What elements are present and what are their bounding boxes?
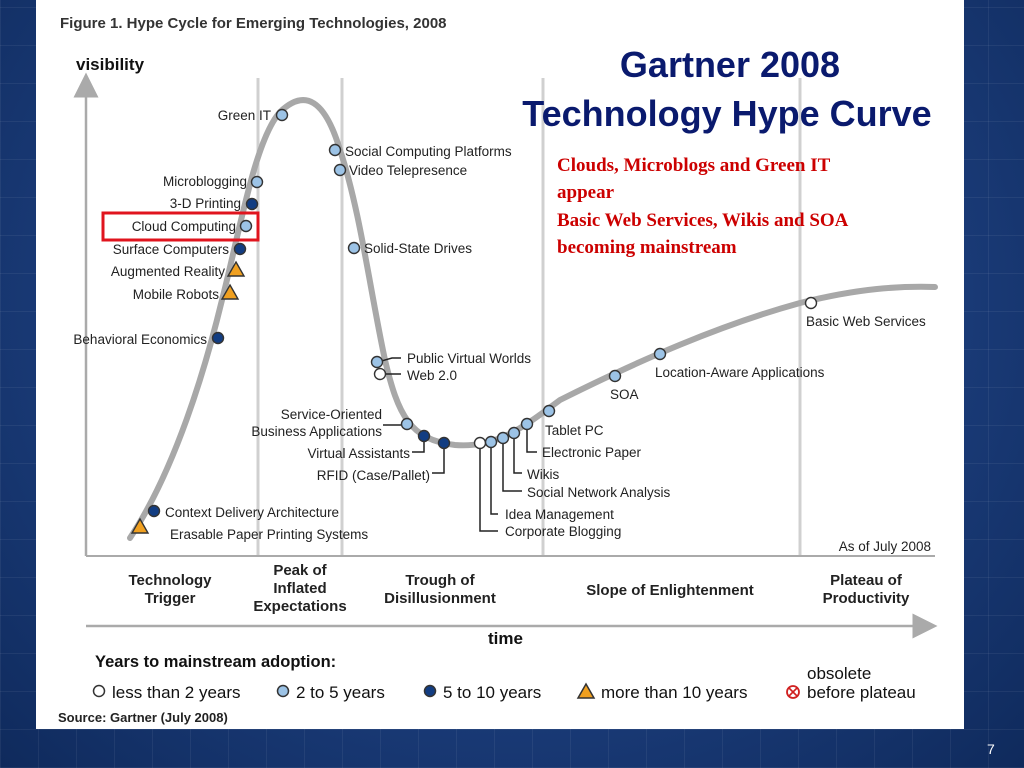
tech-label-cloud-computing: Cloud Computing xyxy=(132,219,236,234)
phase-plateau-1: Plateau of xyxy=(830,572,903,589)
legend-marker-5-to-10 xyxy=(423,684,437,698)
slide-heading-line-1: Gartner 2008 xyxy=(620,44,840,85)
tech-label-behavioral-economics: Behavioral Economics xyxy=(73,332,207,347)
tech-label-3d-printing: 3-D Printing xyxy=(170,196,241,211)
note-line-4: becoming mainstream xyxy=(557,237,737,258)
tech-label-web-2-0: Web 2.0 xyxy=(407,368,457,383)
leader-lines xyxy=(377,357,537,532)
phase-slope: Slope of Enlightenment xyxy=(586,582,754,599)
cloud-computing-highlight xyxy=(101,211,260,242)
marker-wikis xyxy=(507,426,521,440)
marker-augmented-reality xyxy=(226,260,246,277)
legend-item-2-to-5: 2 to 5 years xyxy=(296,683,385,702)
phase-plateau-2: Productivity xyxy=(823,590,910,607)
tech-label-green-it: Green IT xyxy=(218,108,271,123)
figure-panel xyxy=(36,0,964,729)
marker-virtual-assistants xyxy=(417,429,431,443)
legend-item-5-to-10: 5 to 10 years xyxy=(443,683,541,702)
technology-markers xyxy=(130,108,818,534)
legend-marker-2-to-5 xyxy=(276,684,290,698)
marker-location-aware-applications xyxy=(653,347,667,361)
marker-social-computing-platforms xyxy=(328,143,342,157)
marker-idea-management xyxy=(484,435,498,449)
marker-surface-computers xyxy=(233,242,247,256)
figure-title: Figure 1. Hype Cycle for Emerging Techno… xyxy=(60,15,447,32)
marker-social-network-analysis xyxy=(496,431,510,445)
tech-label-wikis: Wikis xyxy=(527,467,559,482)
tech-label-video-telepresence: Video Telepresence xyxy=(349,163,467,178)
obsolete-icon xyxy=(786,685,800,699)
legend-title: Years to mainstream adoption: xyxy=(95,653,336,671)
legend-marker-less-than-2 xyxy=(92,684,106,698)
legend-obsolete-line-1: obsolete xyxy=(807,664,871,683)
marker-context-delivery-architecture xyxy=(147,504,161,518)
x-axis-label: time xyxy=(488,629,523,648)
tech-label-basic-web-services: Basic Web Services xyxy=(806,314,926,329)
legend: Years to mainstream adoption: less than … xyxy=(92,653,916,702)
tech-label-idea-management: Idea Management xyxy=(505,507,614,522)
legend-item-more-than-10: more than 10 years xyxy=(601,683,747,702)
slide-heading-line-2: Technology Hype Curve xyxy=(522,93,931,134)
tech-label-tablet-pc: Tablet PC xyxy=(545,423,604,438)
marker-rfid-case-pallet xyxy=(437,436,451,450)
note-line-2: appear xyxy=(557,182,615,203)
marker-service-oriented-business-applications xyxy=(400,417,414,431)
tech-label-augmented-reality: Augmented Reality xyxy=(111,264,225,279)
phase-labels: Technology Trigger Peak of Inflated Expe… xyxy=(128,562,910,615)
tech-label-mobile-robots: Mobile Robots xyxy=(133,287,220,302)
tech-label-soa: SOA xyxy=(610,387,639,402)
marker-cloud-computing xyxy=(239,219,253,233)
as-of-date: As of July 2008 xyxy=(839,539,931,554)
marker-green-it xyxy=(275,108,289,122)
tech-label-context-delivery-architecture: Context Delivery Architecture xyxy=(165,505,339,520)
source-note: Source: Gartner (July 2008) xyxy=(58,710,228,725)
marker-basic-web-services xyxy=(804,296,818,310)
y-axis-label: visibility xyxy=(76,55,145,74)
tech-label-microblogging: Microblogging xyxy=(163,174,247,189)
phase-technology-trigger-2: Trigger xyxy=(145,590,196,607)
marker-video-telepresence xyxy=(333,163,347,177)
marker-behavioral-economics xyxy=(211,331,225,345)
page-number: 7 xyxy=(987,741,995,757)
marker-mobile-robots xyxy=(220,283,240,300)
tech-label-surface-computers: Surface Computers xyxy=(113,242,230,257)
phase-trough-1: Trough of xyxy=(405,572,475,589)
tech-label-virtual-assistants: Virtual Assistants xyxy=(307,446,410,461)
legend-obsolete-line-2: before plateau xyxy=(807,683,916,702)
marker-microblogging xyxy=(250,175,264,189)
marker-tablet-pc xyxy=(542,404,556,418)
marker-solid-state-drives xyxy=(347,241,361,255)
legend-item-less-than-2: less than 2 years xyxy=(112,683,241,702)
tech-label-social-computing-platforms: Social Computing Platforms xyxy=(345,144,512,159)
tech-label-soba-line-1: Service-Oriented xyxy=(281,407,382,422)
tech-label-location-aware: Location-Aware Applications xyxy=(655,365,825,380)
marker-soa xyxy=(608,369,622,383)
tech-label-solid-state-drives: Solid-State Drives xyxy=(364,241,472,256)
hype-curve xyxy=(127,97,938,541)
tech-label-corporate-blogging: Corporate Blogging xyxy=(505,524,621,539)
tech-label-public-virtual-worlds: Public Virtual Worlds xyxy=(407,351,531,366)
phase-peak-3: Expectations xyxy=(253,598,346,615)
phase-peak-2: Inflated xyxy=(273,580,326,597)
note-line-1: Clouds, Microblogs and Green IT xyxy=(557,155,831,176)
phase-technology-trigger-1: Technology xyxy=(128,572,212,589)
legend-marker-more-than-10 xyxy=(576,682,596,699)
marker-corporate-blogging xyxy=(473,436,487,450)
phase-peak-1: Peak of xyxy=(273,562,327,579)
tech-label-social-network-analysis: Social Network Analysis xyxy=(527,485,671,500)
marker-3-d-printing xyxy=(245,197,259,211)
marker-erasable-paper-printing-systems xyxy=(130,517,150,534)
marker-web-2-0 xyxy=(373,367,387,381)
technology-labels: Green IT Microblogging 3-D Printing Clou… xyxy=(73,108,926,542)
marker-electronic-paper xyxy=(520,417,534,431)
note-line-3: Basic Web Services, Wikis and SOA xyxy=(557,210,849,231)
tech-label-rfid: RFID (Case/Pallet) xyxy=(317,468,430,483)
tech-label-electronic-paper: Electronic Paper xyxy=(542,445,642,460)
marker-public-virtual-worlds xyxy=(370,355,384,369)
tech-label-soba-line-2: Business Applications xyxy=(251,424,382,439)
phase-trough-2: Disillusionment xyxy=(384,590,496,607)
tech-label-erasable-paper: Erasable Paper Printing Systems xyxy=(170,527,368,542)
